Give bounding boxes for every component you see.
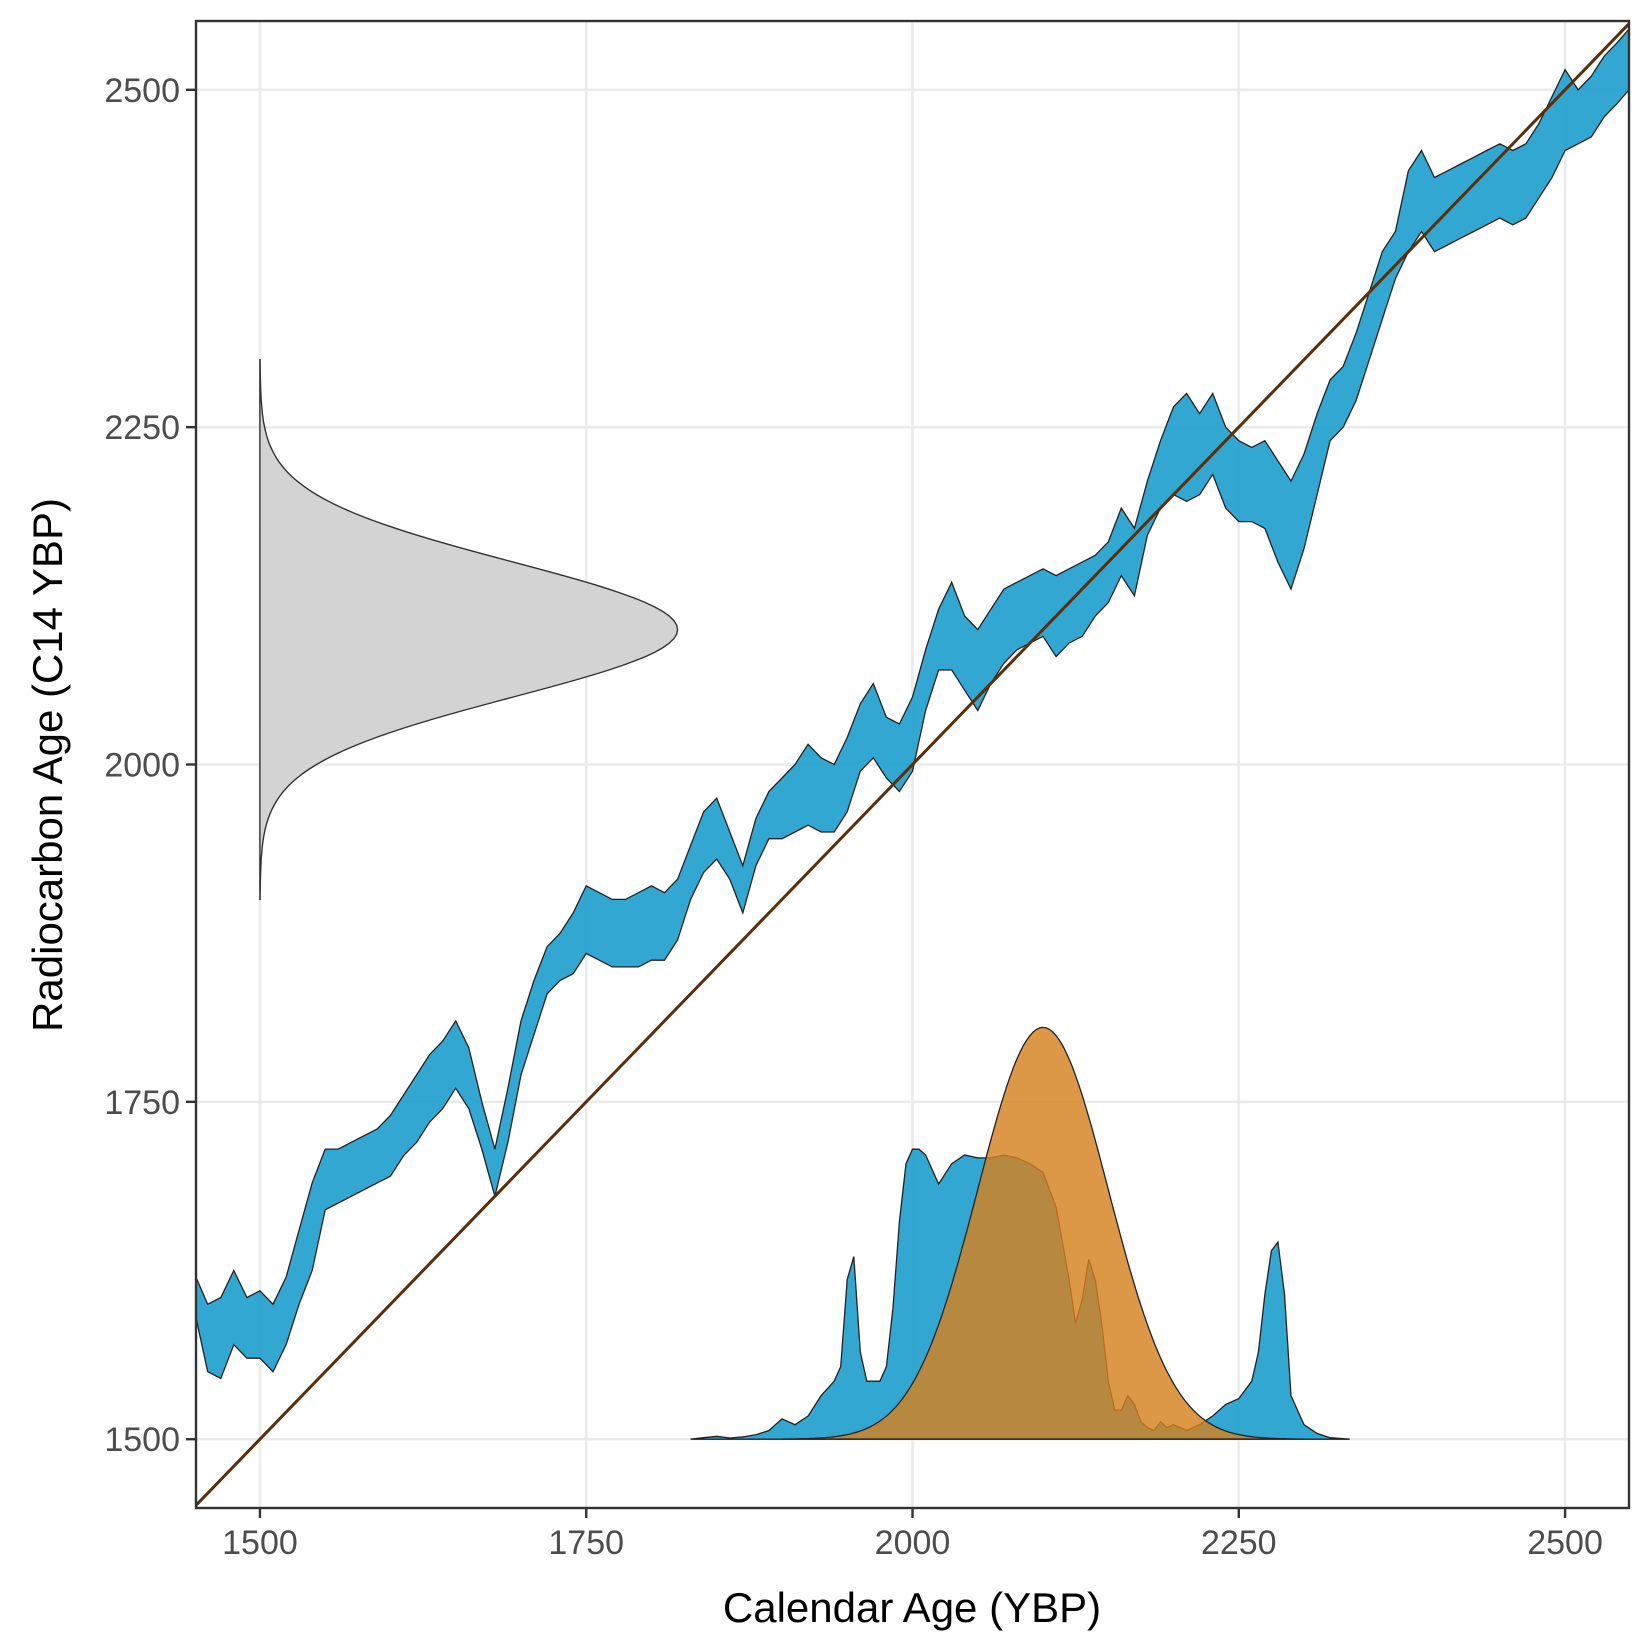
y-axis-title: Radiocarbon Age (C14 YBP) (24, 498, 71, 1032)
y-tick-label: 2000 (104, 747, 180, 785)
calendar-density-normal-area (782, 1026, 1304, 1440)
x-tick-label: 2250 (1201, 1524, 1277, 1562)
radiocarbon-density-area (259, 359, 679, 901)
x-tick-label: 1750 (548, 1524, 624, 1562)
axis-ticks: 1500 1750 2000 2250 2500 1500 1750 2000 2250 2500 (104, 72, 1603, 1562)
y-tick-label: 2500 (104, 72, 180, 110)
identity-line (194, 22, 1631, 1507)
y-tick-label: 1500 (104, 1421, 180, 1459)
x-tick-label: 2000 (875, 1524, 951, 1562)
x-tick-label: 1500 (222, 1524, 298, 1562)
x-tick-label: 2500 (1527, 1524, 1603, 1562)
plot-layers (194, 22, 1631, 1507)
y-tick-label: 2250 (104, 409, 180, 447)
y-tick-label: 1750 (104, 1084, 180, 1122)
x-axis-title: Calendar Age (YBP) (723, 1584, 1101, 1631)
